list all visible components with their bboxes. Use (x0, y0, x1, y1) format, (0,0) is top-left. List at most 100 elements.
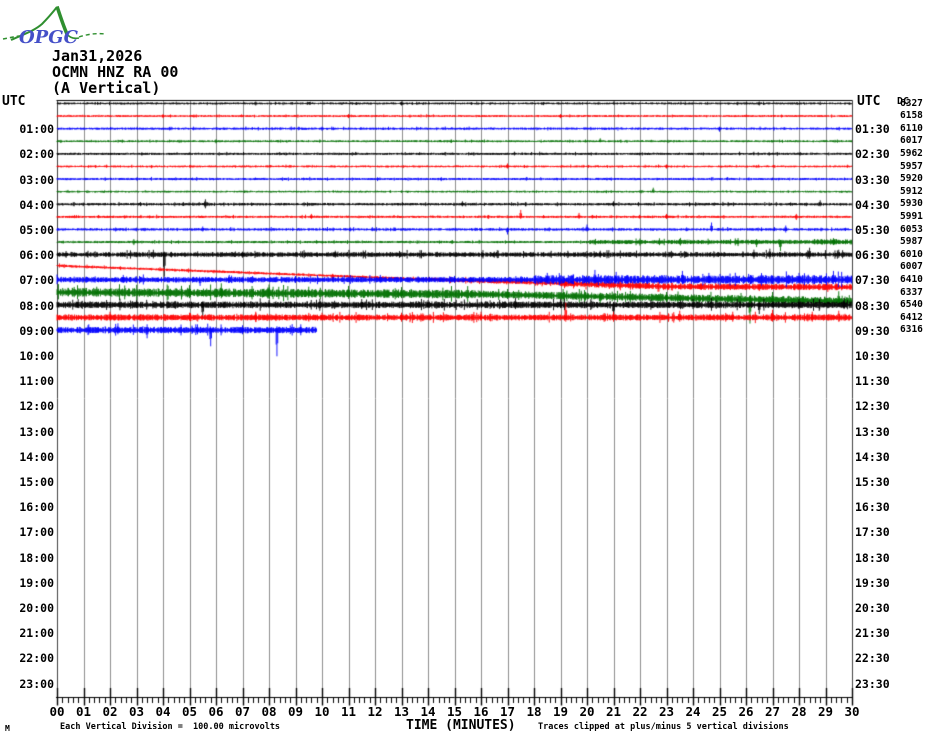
right-time-label: 01:30 (855, 122, 890, 137)
x-tick-label: 27 (764, 704, 781, 719)
logo-mountain-icon (2, 5, 107, 41)
x-tick-label: 05 (181, 704, 198, 719)
right-time-label: 13:30 (855, 424, 890, 439)
left-time-label: 22:00 (19, 651, 54, 666)
left-time-label: 16:00 (19, 500, 54, 515)
left-time-label: 11:00 (19, 374, 54, 389)
left-time-label: 07:00 (19, 273, 54, 288)
x-tick-label: 19 (552, 704, 569, 719)
dc-offset-value: 6110 (900, 122, 923, 134)
left-time-label: 15:00 (19, 475, 54, 489)
x-tick-label: 16 (473, 704, 489, 719)
left-time-label: 08:00 (19, 298, 54, 313)
right-time-label: 23:30 (855, 676, 890, 691)
dc-offset-value: 5930 (900, 198, 923, 210)
left-time-label: 10:00 (19, 349, 54, 363)
right-time-label: 16:30 (855, 500, 890, 515)
right-time-label: 03:30 (855, 172, 890, 187)
x-axis-title: TIME (MINUTES) (406, 718, 516, 733)
left-time-label: 04:00 (19, 197, 54, 212)
right-time-label: 14:30 (855, 449, 890, 464)
x-tick-label: 30 (844, 704, 860, 719)
x-tick-label: 06 (208, 704, 224, 719)
x-tick-label: 10 (314, 704, 330, 719)
vertical-division-note: Each Vertical Division = 100.00 microvol… (60, 722, 281, 732)
x-tick-label: 17 (499, 704, 516, 719)
right-time-label: 05:30 (855, 223, 890, 237)
right-time-label: 02:30 (855, 147, 890, 162)
x-tick-label: 14 (420, 704, 436, 719)
dc-offset-value: 6017 (900, 135, 923, 147)
right-time-label: 12:30 (855, 399, 890, 414)
x-tick-label: 18 (526, 704, 542, 719)
dc-offset-value: 6007 (900, 261, 923, 273)
x-tick-label: 20 (579, 704, 595, 719)
left-time-label: 03:00 (19, 172, 54, 187)
clipping-note: Traces clipped at plus/minus 5 vertical … (538, 722, 789, 732)
dc-offset-value: 6412 (900, 311, 923, 323)
right-time-label: 19:30 (855, 575, 890, 590)
logo-text: OPGC (19, 27, 79, 48)
x-tick-label: 01 (75, 704, 92, 719)
x-tick-label: 08 (261, 704, 277, 719)
x-tick-label: 07 (234, 704, 251, 719)
x-tick-label: 29 (817, 704, 834, 719)
right-time-label: 17:30 (855, 525, 890, 540)
x-tick-label: 13 (393, 704, 410, 719)
left-time-label: 06:00 (19, 248, 54, 263)
right-time-label: 21:30 (855, 626, 890, 641)
right-time-label: 06:30 (855, 248, 890, 263)
stray-mark: M (5, 724, 10, 733)
dc-offset-value: 5912 (900, 185, 923, 197)
x-tick-label: 28 (791, 704, 807, 719)
right-time-label: 07:30 (855, 273, 890, 288)
left-time-label: 09:00 (19, 323, 54, 338)
left-time-label: 05:00 (19, 223, 54, 237)
left-time-label: 13:00 (19, 424, 54, 439)
dc-offset-value: 5957 (900, 160, 923, 172)
right-time-label: 22:30 (855, 651, 890, 666)
x-tick-label: 23 (658, 704, 675, 719)
right-time-label: 04:30 (855, 197, 890, 212)
x-tick-label: 24 (685, 704, 701, 719)
right-time-label: 10:30 (855, 349, 890, 363)
x-tick-label: 25 (711, 704, 728, 719)
x-tick-label: 11 (340, 704, 357, 719)
dc-offset-value: 5920 (900, 173, 923, 185)
component-label: (A Vertical) (52, 79, 161, 97)
right-time-label: 20:30 (855, 601, 890, 615)
left-time-label: 20:00 (19, 601, 54, 615)
dc-offset-header: DC (897, 96, 910, 107)
right-time-label: 11:30 (855, 374, 890, 389)
x-tick-label: 04 (155, 704, 171, 719)
left-time-label: 19:00 (19, 575, 54, 590)
left-time-label: 18:00 (19, 550, 54, 565)
record-date: Jan31,2026 (52, 47, 143, 65)
right-time-label: 18:30 (855, 550, 890, 565)
x-tick-label: 00 (49, 704, 65, 719)
left-time-label: 02:00 (19, 147, 54, 162)
x-tick-label: 21 (605, 704, 622, 719)
dc-offset-value: 5987 (900, 236, 923, 248)
utc-header-left: UTC (2, 94, 26, 109)
x-tick-label: 15 (446, 704, 463, 719)
dc-offset-value: 6337 (900, 286, 923, 298)
dc-offset-value: 6327 (900, 97, 923, 109)
dc-offset-value: 6053 (900, 223, 923, 235)
left-time-label: 14:00 (19, 449, 54, 464)
right-time-label: 09:30 (855, 323, 890, 338)
x-tick-label: 12 (367, 704, 383, 719)
dc-offset-value: 5962 (900, 147, 923, 159)
x-tick-label: 03 (128, 704, 145, 719)
dc-offset-value: 6158 (900, 110, 923, 122)
dc-offset-value: 6316 (900, 324, 923, 336)
x-tick-label: 22 (632, 704, 648, 719)
x-tick-label: 02 (102, 704, 118, 719)
left-time-label: 21:00 (19, 626, 54, 641)
x-tick-label: 09 (287, 704, 304, 719)
utc-header-right: UTC (857, 94, 881, 109)
dc-offset-value: 6540 (900, 299, 923, 311)
dc-offset-value: 6410 (900, 273, 923, 285)
